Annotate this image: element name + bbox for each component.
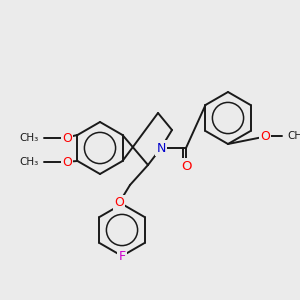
- Text: F: F: [118, 250, 126, 262]
- Text: CH₃: CH₃: [20, 157, 39, 167]
- Text: O: O: [260, 130, 270, 142]
- Text: CH₃: CH₃: [20, 133, 39, 143]
- Text: CH₃: CH₃: [287, 131, 300, 141]
- Text: O: O: [114, 196, 124, 209]
- Text: O: O: [62, 131, 72, 145]
- Text: O: O: [181, 160, 191, 172]
- Text: N: N: [156, 142, 166, 154]
- Text: O: O: [62, 155, 72, 169]
